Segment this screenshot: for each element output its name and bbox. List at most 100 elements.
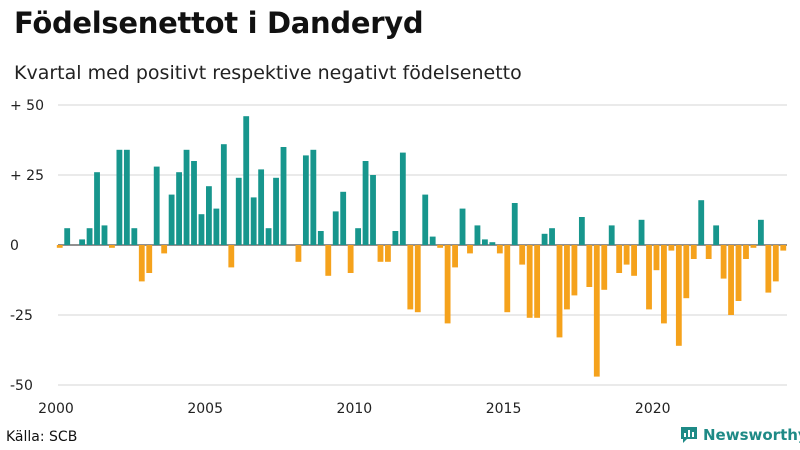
bar	[280, 147, 287, 245]
bar	[474, 225, 481, 245]
bar	[556, 245, 563, 338]
y-tick-label: + 50	[10, 98, 44, 114]
bar	[399, 152, 406, 245]
bar	[273, 177, 279, 245]
bar	[355, 228, 362, 245]
bar	[661, 245, 667, 324]
x-tick-label: 2005	[187, 401, 223, 417]
y-tick-label: -50	[10, 378, 33, 394]
bar	[638, 219, 645, 245]
bar	[653, 245, 660, 271]
bar	[571, 245, 578, 296]
bar	[705, 245, 712, 259]
bar	[385, 245, 391, 262]
bar	[713, 225, 720, 245]
bar	[302, 155, 309, 245]
bar	[295, 245, 302, 262]
bar	[138, 245, 145, 282]
bar	[56, 245, 63, 248]
bar	[176, 172, 182, 245]
bar	[243, 116, 250, 245]
x-tick-label: 2010	[337, 401, 373, 417]
bar	[444, 245, 451, 324]
bar	[608, 225, 615, 245]
bar	[340, 191, 347, 245]
bar	[467, 245, 473, 254]
x-tick-label: 2020	[635, 401, 671, 417]
bar	[258, 169, 265, 245]
bar	[123, 149, 130, 245]
bar	[646, 245, 652, 310]
bar	[198, 214, 205, 245]
y-tick-label: + 25	[10, 168, 44, 184]
bar	[94, 172, 100, 245]
bar	[101, 225, 108, 245]
bar	[668, 245, 675, 251]
bar	[109, 245, 115, 248]
bar	[325, 245, 332, 276]
x-tick-label: 2000	[38, 401, 74, 417]
bar	[392, 231, 399, 245]
bar	[578, 217, 585, 245]
bar	[250, 197, 257, 245]
bar	[362, 161, 369, 245]
bar	[213, 208, 220, 245]
bar	[452, 245, 458, 268]
bar	[601, 245, 608, 290]
bar	[332, 211, 339, 245]
bar	[146, 245, 153, 273]
bar	[116, 149, 123, 245]
bar	[586, 245, 593, 287]
bar	[631, 245, 637, 276]
bar	[489, 242, 496, 245]
source-note: Källa: SCB	[6, 429, 78, 445]
bar	[519, 245, 526, 265]
bar	[675, 245, 682, 346]
bar	[429, 236, 436, 245]
brand-logo: Newsworthy	[680, 426, 800, 444]
bar	[347, 245, 354, 273]
bar	[743, 245, 749, 259]
newsworthy-logo-icon	[681, 427, 697, 443]
bar	[370, 175, 376, 245]
bar	[220, 144, 227, 245]
bar	[437, 245, 444, 248]
bar	[728, 245, 734, 315]
bar	[317, 231, 324, 245]
bar	[235, 177, 242, 245]
bar	[228, 245, 235, 268]
chart-subtitle: Kvartal med positivt respektive negativt…	[14, 62, 522, 84]
bar	[206, 186, 212, 245]
bar	[765, 245, 772, 293]
bar	[511, 203, 518, 245]
bar	[549, 228, 555, 245]
bar	[265, 228, 272, 245]
bar	[757, 219, 764, 245]
bar	[526, 245, 533, 318]
bar	[616, 245, 623, 273]
bar	[698, 200, 705, 245]
bar	[772, 245, 779, 282]
bar	[459, 208, 466, 245]
chart-title: Födelsenettot i Danderyd	[14, 6, 424, 40]
bar	[422, 194, 429, 245]
bar	[168, 194, 175, 245]
bar	[735, 245, 742, 301]
bar	[780, 245, 787, 251]
bar	[541, 233, 548, 245]
bar	[407, 245, 414, 310]
bar	[504, 245, 511, 313]
brand-name: Newsworthy	[703, 426, 800, 444]
bar	[131, 228, 138, 245]
bar	[310, 149, 317, 245]
y-tick-label: -25	[10, 308, 33, 324]
bar	[191, 161, 197, 245]
bar	[623, 245, 630, 265]
bar	[690, 245, 697, 259]
bar	[414, 245, 421, 313]
bar	[750, 245, 757, 248]
y-tick-label: 0	[10, 238, 19, 254]
bar	[481, 239, 488, 245]
bar	[153, 166, 160, 245]
